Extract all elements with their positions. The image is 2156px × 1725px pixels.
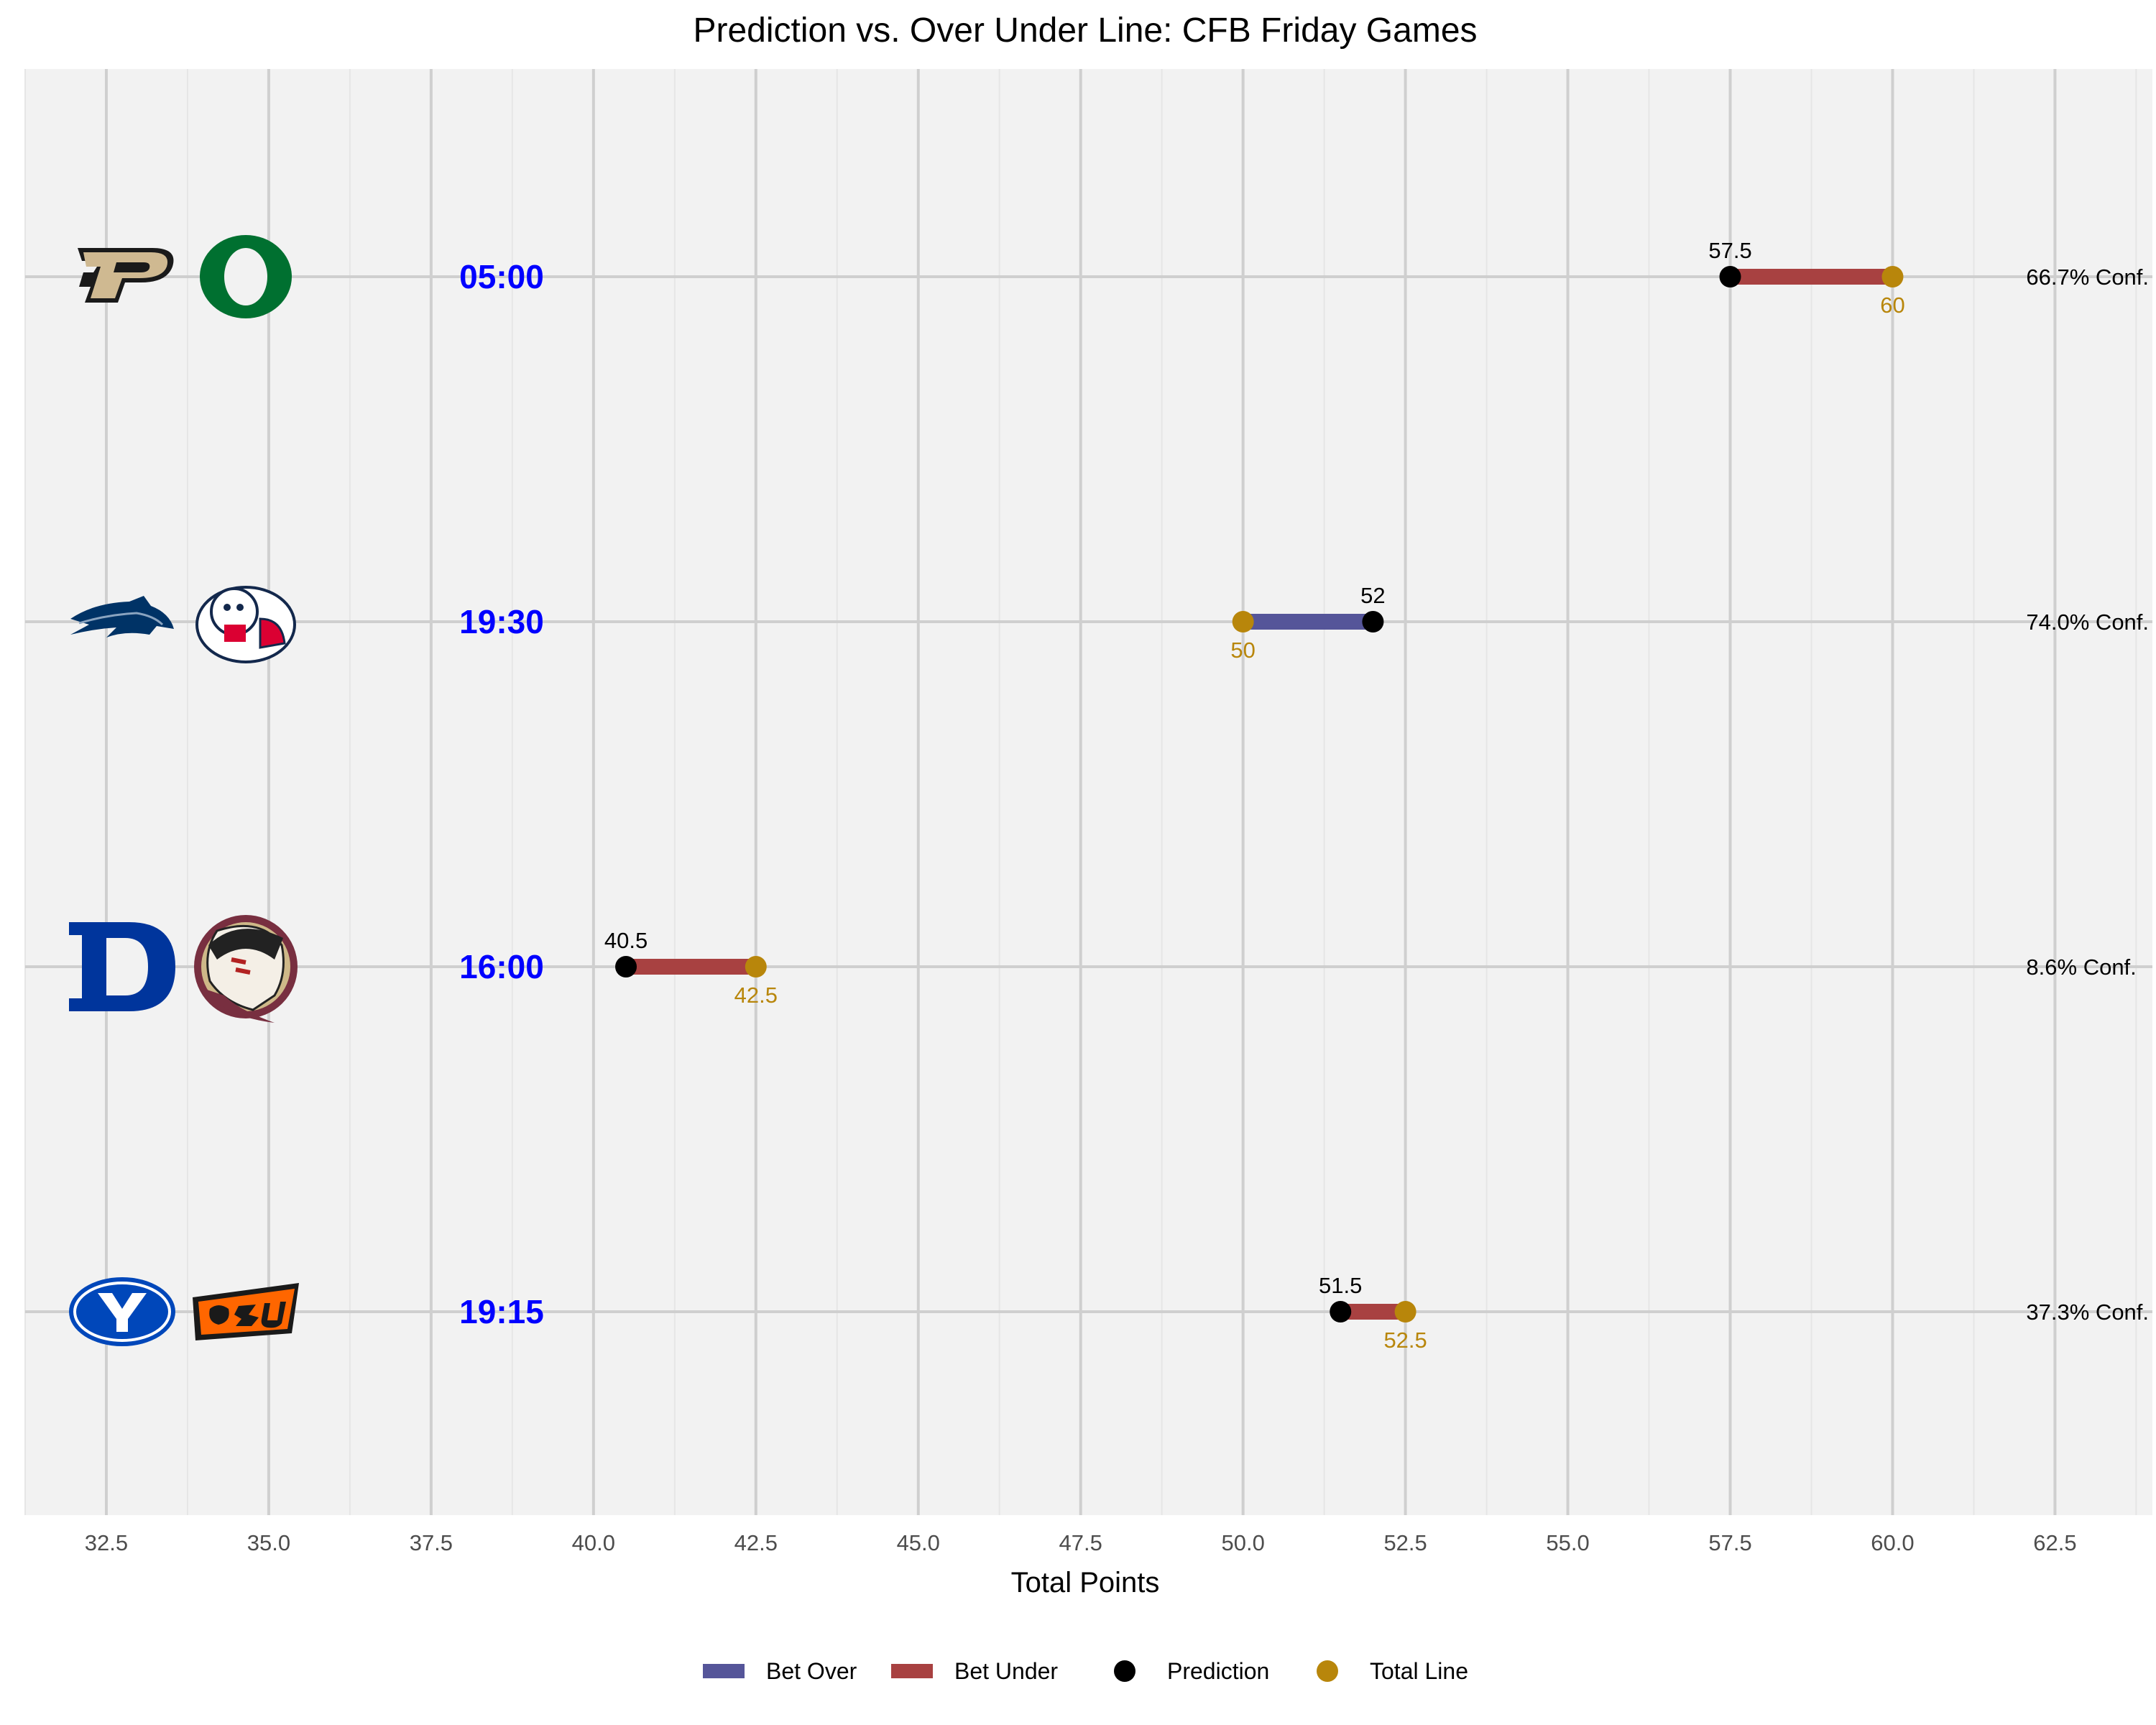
prediction-label: 40.5 bbox=[604, 928, 648, 953]
legend: Bet Over Bet Under Prediction Total Line bbox=[703, 1658, 1468, 1684]
x-tick-label: 50.0 bbox=[1221, 1530, 1264, 1555]
game-time-label: 16:00 bbox=[459, 948, 544, 985]
confidence-label: 74.0% Conf. bbox=[2026, 610, 2149, 635]
confidence-label: 37.3% Conf. bbox=[2026, 1300, 2149, 1325]
x-tick-label: 57.5 bbox=[1708, 1530, 1751, 1555]
prediction-point bbox=[1719, 266, 1741, 288]
chart-title: Prediction vs. Over Under Line: CFB Frid… bbox=[693, 12, 1477, 50]
prediction-point bbox=[1330, 1301, 1352, 1322]
total-line-label: 50 bbox=[1230, 638, 1255, 663]
confidence-label: 66.7% Conf. bbox=[2026, 264, 2149, 290]
prediction-label: 51.5 bbox=[1319, 1273, 1362, 1298]
prediction-label: 57.5 bbox=[1708, 238, 1751, 263]
total-line-point bbox=[745, 956, 767, 978]
legend-label: Bet Over bbox=[766, 1658, 857, 1684]
oregon-logo bbox=[200, 235, 292, 318]
prediction-label: 52 bbox=[1360, 583, 1385, 608]
x-tick-label: 40.0 bbox=[572, 1530, 615, 1555]
oklahoma-state-logo bbox=[193, 1283, 299, 1340]
x-tick-label: 42.5 bbox=[734, 1530, 778, 1555]
total-line-label: 52.5 bbox=[1383, 1328, 1427, 1353]
total-line-point bbox=[1881, 266, 1904, 288]
plot-panel bbox=[25, 69, 2152, 1515]
duke-logo bbox=[69, 922, 175, 1011]
x-tick-label: 47.5 bbox=[1059, 1530, 1102, 1555]
florida-state-logo bbox=[194, 915, 298, 1023]
x-tick-label: 62.5 bbox=[2033, 1530, 2076, 1555]
x-tick-label: 35.0 bbox=[247, 1530, 290, 1555]
x-tick-label: 37.5 bbox=[410, 1530, 453, 1555]
total-line-label: 60 bbox=[1880, 293, 1904, 318]
purdue-logo bbox=[78, 248, 174, 303]
legend-label: Bet Under bbox=[954, 1658, 1058, 1684]
x-axis-label: Total Points bbox=[1011, 1567, 1160, 1598]
x-tick-label: 60.0 bbox=[1871, 1530, 1914, 1555]
prediction-point bbox=[1362, 611, 1384, 632]
game-time-label: 05:00 bbox=[459, 258, 544, 295]
chart-marks: 05:00 57.5 60 66.7% Conf. 19:30 52 50 74.0% Con… bbox=[459, 238, 2149, 1353]
nevada-logo bbox=[70, 596, 174, 638]
grid bbox=[24, 69, 2152, 1515]
x-axis-ticks: 32.5 35.0 37.5 40.0 42.5 45.0 47.5 50.0 52.5 55.0… bbox=[85, 1530, 2077, 1555]
total-line-point bbox=[1394, 1301, 1416, 1322]
total-line-point bbox=[1232, 611, 1254, 632]
team-logos bbox=[69, 235, 299, 1346]
byu-logo bbox=[69, 1277, 175, 1346]
legend-key-prediction bbox=[1114, 1660, 1135, 1682]
x-tick-label: 55.0 bbox=[1546, 1530, 1589, 1555]
x-tick-label: 32.5 bbox=[85, 1530, 128, 1555]
legend-key-total-line bbox=[1317, 1660, 1338, 1682]
x-tick-label: 45.0 bbox=[897, 1530, 940, 1555]
fresno-state-logo bbox=[195, 586, 296, 663]
legend-key-bet-under bbox=[891, 1664, 933, 1678]
legend-label: Total Line bbox=[1370, 1658, 1468, 1684]
game-time-label: 19:30 bbox=[459, 603, 544, 640]
legend-label: Prediction bbox=[1167, 1658, 1269, 1684]
x-tick-label: 52.5 bbox=[1383, 1530, 1427, 1555]
prediction-point bbox=[615, 956, 637, 978]
total-line-label: 42.5 bbox=[734, 983, 778, 1008]
game-time-label: 19:15 bbox=[459, 1293, 544, 1330]
confidence-label: 8.6% Conf. bbox=[2026, 954, 2136, 980]
legend-key-bet-over bbox=[703, 1664, 745, 1678]
